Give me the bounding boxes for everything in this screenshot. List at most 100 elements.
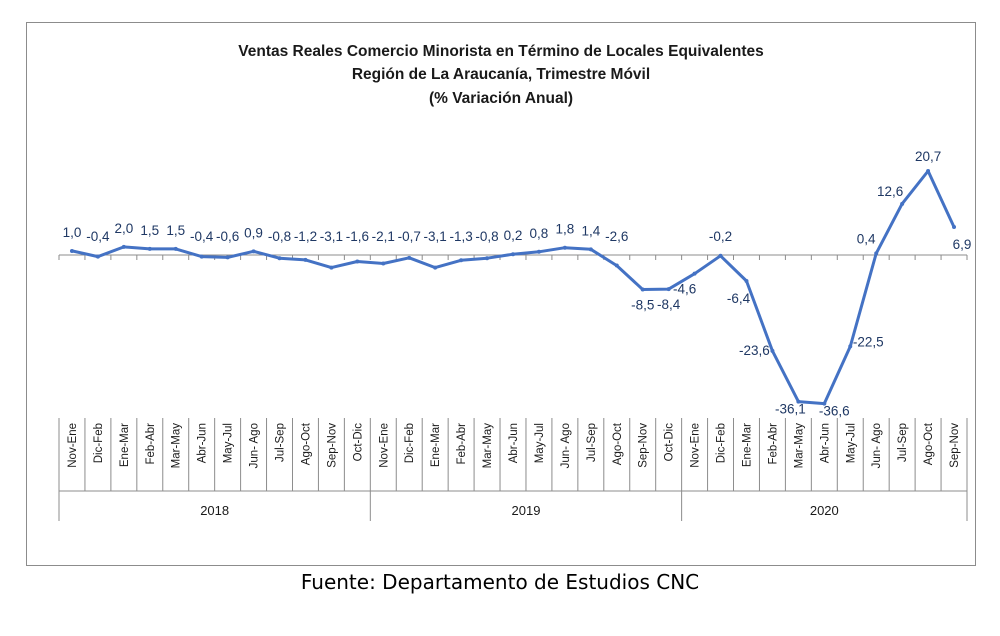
category-tick-label: Ene-Mar	[119, 423, 131, 467]
data-point	[381, 261, 386, 266]
chart-title-line-1: Ventas Reales Comercio Minorista en Térm…	[238, 43, 763, 60]
data-point	[952, 224, 957, 229]
data-point	[433, 265, 438, 270]
category-tick-label: Ago-Oct	[612, 422, 624, 465]
data-point	[588, 247, 593, 252]
data-label: -1,2	[294, 229, 317, 244]
data-point	[407, 255, 412, 260]
data-label: 1,5	[140, 223, 159, 238]
data-point	[640, 287, 645, 292]
data-label: -0,8	[268, 229, 291, 244]
data-point	[225, 255, 230, 260]
data-label: -36,6	[819, 404, 850, 419]
category-tick-label: Mar-May	[793, 423, 805, 469]
data-label: 1,5	[166, 223, 185, 238]
category-tick-label: Ago-Oct	[300, 422, 312, 465]
category-tick-label: Feb-Abr	[145, 423, 157, 465]
data-label: -2,6	[605, 229, 628, 244]
data-point	[147, 246, 152, 251]
category-tick-label: Nov-Ene	[378, 423, 390, 468]
series-line	[70, 169, 956, 406]
data-label: -36,1	[775, 402, 806, 417]
data-label: 2,0	[114, 221, 133, 236]
category-tick-label: Abr-Jun	[508, 423, 520, 463]
data-point	[562, 245, 567, 250]
category-tick-label: Ago-Oct	[923, 422, 935, 465]
line-chart: Ventas Reales Comercio Minorista en Térm…	[58, 43, 972, 521]
category-tick-label: Jul-Sep	[586, 423, 598, 462]
year-label: 2020	[810, 503, 839, 518]
year-label: 2019	[512, 503, 541, 518]
data-point	[251, 249, 256, 254]
plot-area: 2018 2019 2020 Nov-Ene Dic-Feb Ene-Mar Feb-Abr…	[58, 149, 972, 521]
data-point	[666, 287, 671, 292]
data-point	[121, 244, 126, 249]
data-label: -1,6	[346, 229, 369, 244]
data-label: 0,9	[244, 225, 263, 240]
data-point	[770, 348, 775, 353]
data-point	[926, 168, 931, 173]
data-point	[69, 248, 74, 253]
data-label: -3,1	[320, 229, 343, 244]
data-point	[459, 258, 464, 263]
data-label: -4,6	[673, 282, 696, 297]
category-tick-label: Feb-Abr	[767, 423, 779, 465]
data-label: -8,5	[631, 298, 654, 313]
data-point	[485, 256, 490, 261]
data-label: -0,2	[709, 229, 732, 244]
data-label: -1,3	[449, 229, 472, 244]
data-point	[848, 344, 853, 349]
category-tick-label: Jun- Ago	[249, 423, 261, 468]
data-point	[355, 259, 360, 264]
data-label: 1,4	[581, 223, 600, 238]
year-label: 2018	[200, 503, 229, 518]
data-label: -2,1	[372, 229, 395, 244]
category-tick-label: May-Jul	[845, 423, 857, 463]
data-label: 0,8	[530, 226, 549, 241]
data-label: -23,6	[739, 343, 770, 358]
chart-title-line-3: (% Variación Anual)	[429, 90, 573, 107]
category-tick-label: Dic-Feb	[93, 423, 105, 463]
data-label: 0,2	[504, 228, 523, 243]
category-tick-label: Nov-Ene	[67, 423, 79, 468]
data-label: -0,8	[475, 229, 498, 244]
data-label: 12,6	[877, 184, 903, 199]
chart-frame: Ventas Reales Comercio Minorista en Térm…	[26, 22, 976, 566]
data-label: -0,4	[86, 229, 110, 244]
category-tick-label: Abr-Jun	[197, 423, 209, 463]
data-point	[900, 201, 905, 206]
data-label: -0,4	[190, 229, 214, 244]
category-tick-label: Ene-Mar	[741, 423, 753, 467]
data-label: -22,5	[853, 334, 884, 349]
data-point	[536, 249, 541, 254]
category-tick-label: Mar-May	[482, 423, 494, 469]
data-point	[173, 246, 178, 251]
data-point	[277, 256, 282, 261]
data-point	[329, 265, 334, 270]
data-point	[511, 252, 515, 257]
data-label: 0,4	[857, 231, 876, 246]
category-tick-label: Jun- Ago	[871, 423, 883, 468]
data-label: -0,6	[216, 229, 239, 244]
data-point	[718, 253, 723, 258]
data-point	[303, 257, 308, 262]
data-label: -3,1	[424, 229, 447, 244]
category-tick-label: Feb-Abr	[456, 423, 468, 465]
chart-title-line-2: Región de La Araucanía, Trimestre Móvil	[352, 66, 650, 83]
category-tick-label: Dic-Feb	[716, 423, 728, 463]
category-tick-label: Oct-Dic	[352, 423, 364, 462]
category-tick-label: Jul-Sep	[897, 423, 909, 462]
category-tick-label: Ene-Mar	[430, 423, 442, 467]
data-label: 1,0	[63, 225, 82, 240]
data-label: 1,8	[555, 222, 574, 237]
data-point	[744, 278, 749, 283]
data-label: 20,7	[915, 149, 941, 164]
data-point	[614, 263, 619, 268]
data-point	[874, 251, 879, 256]
category-tick-label: Mar-May	[171, 423, 183, 469]
data-label: -8,4	[657, 297, 681, 312]
data-point	[95, 254, 100, 259]
category-tick-label: May-Jul	[534, 423, 546, 463]
category-tick-label: Sep-Nov	[326, 423, 338, 468]
data-label: 6,9	[953, 237, 972, 252]
